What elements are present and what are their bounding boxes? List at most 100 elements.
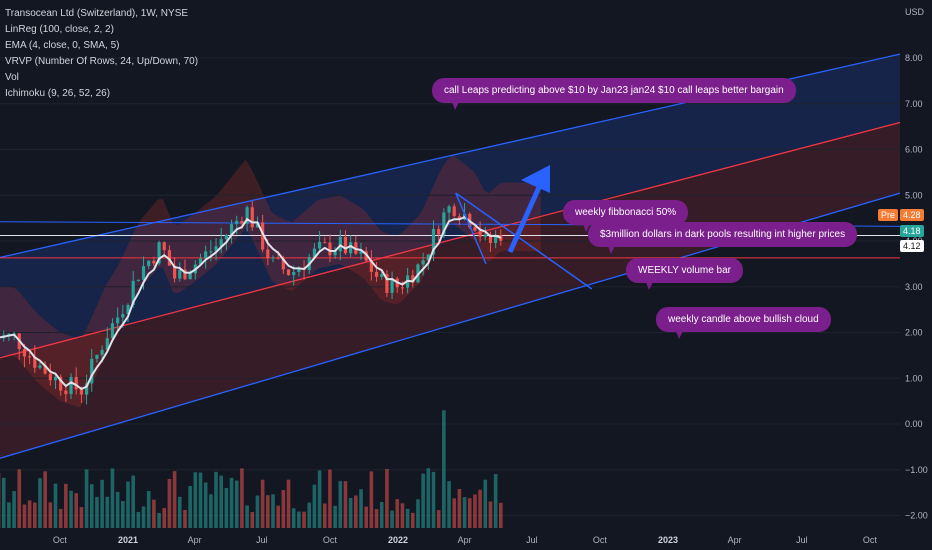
volume-bar	[271, 494, 275, 528]
candle-body	[328, 242, 332, 256]
volume-bar	[69, 490, 73, 528]
forecast-arrow-shaft	[507, 183, 543, 254]
x-tick-label: 2021	[118, 535, 138, 545]
y-tick-label: 1.00	[905, 373, 923, 383]
volume-bar	[400, 503, 405, 528]
volume-bar	[100, 479, 104, 528]
candle-body	[255, 222, 260, 228]
y-tick-label: 5.00	[905, 190, 923, 200]
candle-body	[323, 241, 327, 243]
volume-bar	[234, 480, 239, 528]
candle-body	[33, 356, 37, 368]
callout-bullish-cloud[interactable]: weekly candle above bullish cloud	[656, 307, 831, 339]
volume-bar	[193, 472, 198, 528]
x-tick-label: Jul	[796, 535, 808, 545]
candle-body	[209, 251, 213, 253]
volume-bar	[224, 488, 229, 528]
volume-bar	[354, 495, 358, 528]
candle-body	[488, 234, 493, 243]
callout-darkpool[interactable]: $3million dollars in dark pools resultin…	[588, 222, 858, 254]
candle-body	[473, 227, 477, 231]
volume-bar	[95, 496, 99, 528]
volume-bar	[286, 479, 291, 528]
x-tick-label: 2023	[658, 535, 678, 545]
candle-body	[188, 273, 192, 280]
volume-bar	[203, 482, 208, 528]
volume-bar	[214, 471, 218, 528]
chart-legend: Transocean Ltd (Switzerland), 1W, NYSE L…	[5, 6, 198, 102]
volume-bar	[447, 481, 451, 528]
candle-body	[7, 333, 11, 336]
volume-bar	[89, 484, 94, 528]
candle-body	[364, 251, 368, 261]
volume-bar	[385, 469, 389, 528]
volume-bar	[22, 504, 27, 528]
candle-body	[478, 230, 482, 237]
candle-body	[276, 257, 280, 259]
legend-vrvp: VRVP (Number Of Rows, 24, Up/Down, 70)	[5, 56, 199, 67]
candle-body	[494, 235, 498, 243]
callout-volume-bar[interactable]: WEEKLY volume bar	[626, 258, 744, 290]
candle-body	[224, 234, 228, 240]
volume-bar	[121, 501, 125, 528]
legend-vol: Vol	[5, 72, 19, 83]
ema-line	[0, 215, 502, 391]
volume-bar	[110, 468, 115, 528]
volume-bar	[152, 499, 156, 528]
candle-body	[411, 275, 415, 283]
candle-body	[131, 280, 135, 305]
callout-leaps[interactable]: call Leaps predicting above $10 by Jan23…	[432, 78, 796, 110]
volume-bar	[43, 471, 47, 528]
callout-fibonacci[interactable]: weekly fibbonacci 50%	[563, 200, 689, 232]
candle-body	[183, 269, 187, 280]
volume-bar	[328, 469, 332, 528]
candle-body	[95, 354, 99, 359]
legend-linreg: LinReg (100, close, 2, 2)	[5, 24, 114, 35]
candle-body	[483, 234, 487, 237]
candle-body	[261, 222, 265, 250]
y-tick-label: 0.00	[905, 419, 923, 429]
x-tick-label: Jul	[526, 535, 538, 545]
candle-body	[385, 274, 389, 293]
volume-bar	[167, 478, 172, 528]
volume-bar	[162, 508, 167, 528]
candle-body	[333, 251, 337, 256]
drawn-trendline-left	[455, 192, 487, 265]
volume-bar	[79, 507, 84, 528]
volume-bar	[141, 506, 146, 528]
candle-body	[421, 260, 425, 265]
volume-bar	[74, 493, 79, 528]
candle-body	[167, 250, 172, 266]
candle-body	[136, 279, 140, 281]
volume-bar	[17, 469, 22, 528]
volume-bar	[488, 501, 493, 528]
level-price-tag: 4.12	[900, 240, 924, 252]
candle-body	[116, 317, 120, 324]
candle-body	[79, 389, 83, 395]
y-tick-label: −1.00	[905, 465, 928, 475]
candle-body	[157, 242, 161, 264]
volume-bar	[364, 506, 368, 528]
candle-body	[219, 239, 223, 247]
volume-bar	[343, 481, 348, 528]
candle-body	[173, 265, 177, 279]
volume-bar	[177, 496, 182, 528]
candle-body	[100, 349, 104, 355]
volume-bar	[374, 509, 379, 528]
candle-body	[286, 269, 291, 276]
volume-bar	[131, 475, 135, 528]
volume-bar	[302, 511, 306, 528]
volume-bar	[467, 498, 472, 528]
volume-bar	[209, 494, 213, 528]
volume-bar	[405, 508, 410, 528]
volume-bar	[410, 512, 415, 528]
volume-bar	[64, 483, 68, 528]
volume-bar	[136, 512, 141, 528]
volume-bar	[48, 502, 53, 528]
candle-body	[152, 260, 156, 264]
volume-bar	[452, 498, 457, 528]
x-tick-label: Jul	[256, 535, 268, 545]
volume-bar	[198, 472, 203, 528]
upper-channel-fill	[0, 54, 900, 358]
candle-body	[343, 236, 348, 254]
